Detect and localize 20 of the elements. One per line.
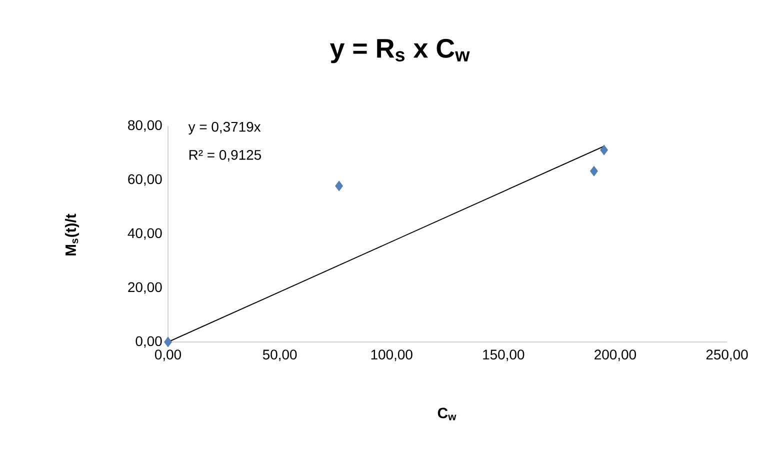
x-tick-label: 0,00: [154, 350, 182, 362]
x-tick-label: 200,00: [594, 350, 636, 362]
y-tick-label: 40,00: [128, 228, 162, 240]
annotation: R² = 0,9125: [189, 150, 261, 162]
x-tick-label: 150,00: [483, 350, 524, 362]
x-axis-title: C$_{w}$: [438, 408, 456, 420]
x-tick-label: 50,00: [262, 350, 297, 362]
point: [335, 180, 344, 192]
point: [590, 166, 598, 176]
x-tick-label: 100,00: [371, 350, 412, 362]
y-tick-label: 20,00: [128, 282, 162, 294]
y-tick-label: 0,00: [136, 336, 162, 348]
annotation: y = 0,3719x: [188, 122, 261, 135]
y-tick-label: 60,00: [128, 174, 162, 186]
y-tick-label: 80,00: [128, 120, 162, 132]
point: [164, 336, 172, 348]
x-tick-label: 250,00: [706, 350, 748, 362]
point: [600, 144, 608, 156]
chart-title: y = R$_{s}$ x C$_{w}$: [330, 38, 470, 64]
y-axis-title: M$_{s}$(t)/t: [65, 214, 79, 256]
